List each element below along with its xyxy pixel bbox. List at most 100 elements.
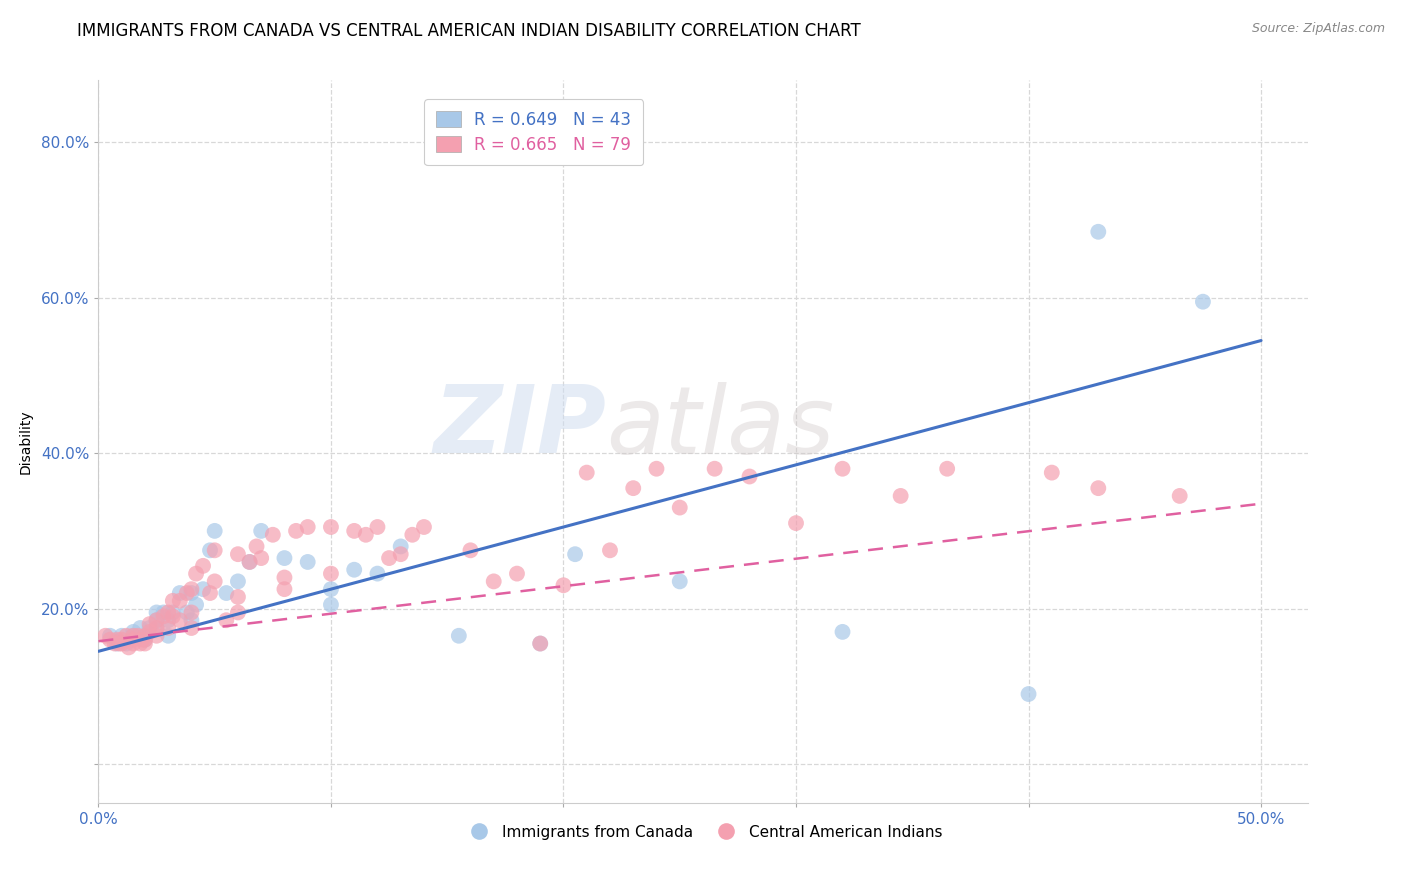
Point [129,636,152,650]
Point [157,613,180,627]
Point [152,609,174,624]
Point [198,543,221,558]
Point [204,574,226,589]
Point [134,632,156,647]
Point [1087,225,1109,239]
Point [118,640,141,655]
Point [366,566,388,581]
Legend: Immigrants from Canada, Central American Indians: Immigrants from Canada, Central American… [457,819,949,846]
Text: ZIP: ZIP [433,381,606,473]
Point [553,578,575,592]
Text: atlas: atlas [606,382,835,473]
Point [122,624,145,639]
Point [668,500,690,515]
Point [115,629,138,643]
Point [184,566,207,581]
Point [297,520,319,534]
Point [738,469,761,483]
Point [890,489,912,503]
Point [564,547,586,561]
Point [131,632,153,647]
Point [111,629,134,643]
Point [447,629,470,643]
Point [184,598,207,612]
Point [343,524,366,538]
Point [115,636,138,650]
Point [460,543,482,558]
Point [138,621,160,635]
Point [319,520,342,534]
Point [245,540,267,554]
Point [157,606,180,620]
Point [354,528,377,542]
Point [169,594,191,608]
Point [169,613,191,627]
Point [482,574,505,589]
Point [145,621,167,635]
Point [668,574,690,589]
Point [152,606,174,620]
Point [599,543,621,558]
Point [389,547,412,561]
Point [413,520,436,534]
Point [273,582,295,596]
Point [285,524,308,538]
Point [180,582,202,596]
Point [122,632,145,647]
Point [122,629,145,643]
Point [180,613,202,627]
Point [162,606,184,620]
Point [1192,294,1215,309]
Point [239,555,262,569]
Point [162,609,184,624]
Point [936,461,959,475]
Text: IMMIGRANTS FROM CANADA VS CENTRAL AMERICAN INDIAN DISABILITY CORRELATION CHART: IMMIGRANTS FROM CANADA VS CENTRAL AMERIC… [77,22,860,40]
Point [122,629,145,643]
Point [127,629,149,643]
Point [111,632,134,647]
Point [529,636,551,650]
Point [157,629,180,643]
Point [134,629,156,643]
Point [138,617,160,632]
Point [401,528,423,542]
Point [180,606,202,620]
Point [105,632,128,647]
Point [273,570,295,584]
Point [129,621,152,635]
Point [226,606,249,620]
Text: Source: ZipAtlas.com: Source: ZipAtlas.com [1251,22,1385,36]
Point [169,586,191,600]
Point [297,555,319,569]
Point [703,461,725,475]
Point [621,481,644,495]
Point [1040,466,1063,480]
Point [145,613,167,627]
Point [831,624,853,639]
Point [319,598,342,612]
Point [145,629,167,643]
Point [226,574,249,589]
Point [145,621,167,635]
Y-axis label: Disability: Disability [18,409,32,474]
Point [204,543,226,558]
Point [157,621,180,635]
Point [108,636,131,650]
Point [122,636,145,650]
Point [1168,489,1191,503]
Point [145,606,167,620]
Point [575,466,598,480]
Point [226,547,249,561]
Point [176,606,198,620]
Point [645,461,668,475]
Point [105,636,128,650]
Point [111,636,134,650]
Point [134,632,156,647]
Point [273,551,295,566]
Point [343,563,366,577]
Point [98,629,121,643]
Point [198,586,221,600]
Point [104,636,127,650]
Point [215,586,238,600]
Point [506,566,529,581]
